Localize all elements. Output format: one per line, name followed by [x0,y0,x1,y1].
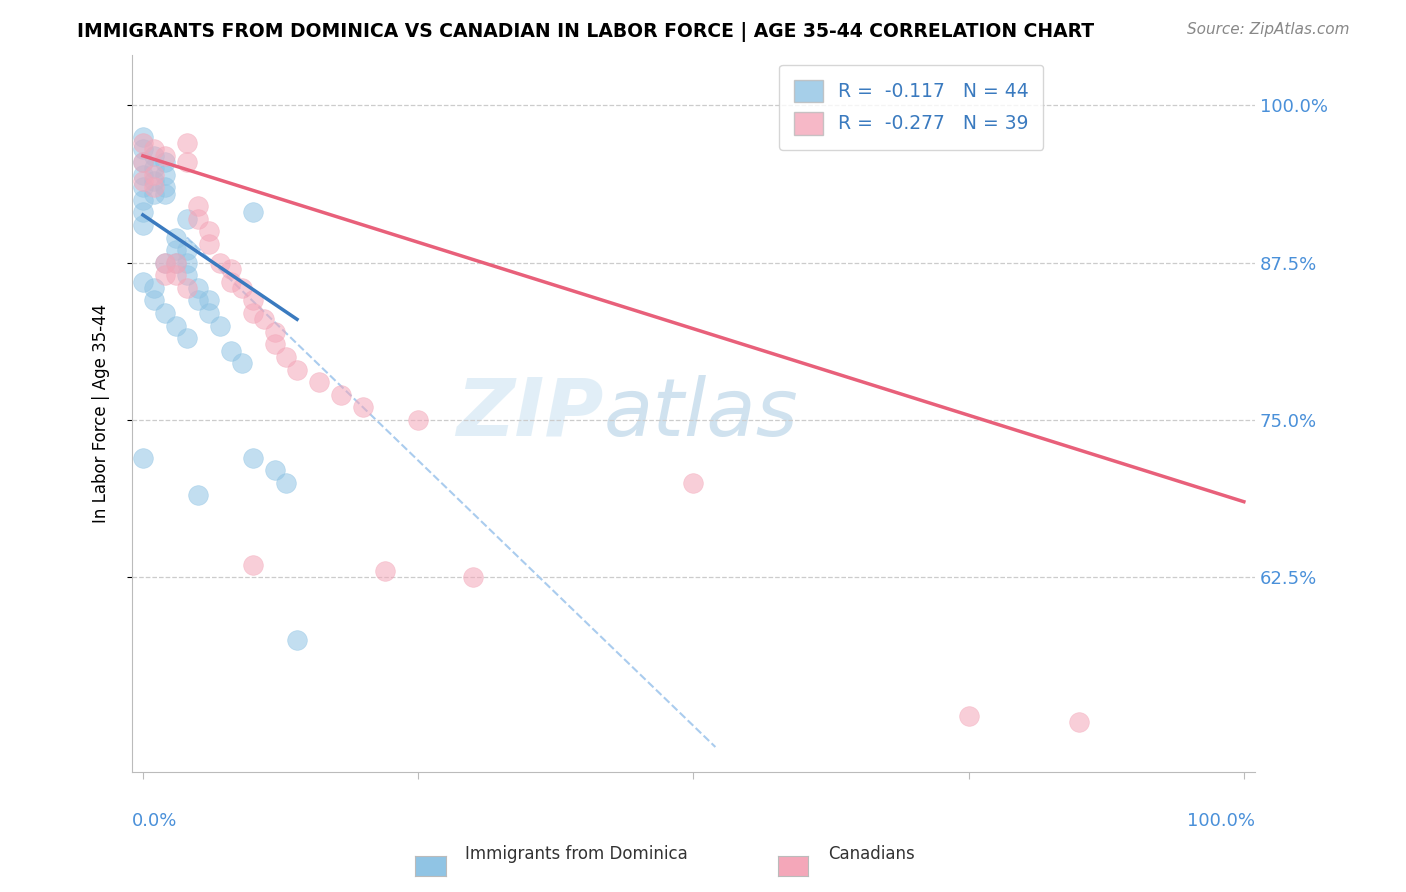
Point [176,243,198,257]
Legend: R =  -0.117   N = 44, R =  -0.277   N = 39: R = -0.117 N = 44, R = -0.277 N = 39 [779,64,1043,150]
Point [132,275,155,289]
Point [308,375,330,389]
Point [176,136,198,151]
Point [1067,714,1090,729]
Point [208,256,231,270]
Point [274,350,297,364]
Point [176,211,198,226]
Point [165,318,187,333]
Point [132,450,155,465]
Y-axis label: In Labor Force | Age 35-44: In Labor Force | Age 35-44 [93,304,110,524]
Point [132,218,155,232]
Text: Canadians: Canadians [828,846,915,863]
Point [274,475,297,490]
Text: 0.0%: 0.0% [132,812,177,830]
Point [682,475,704,490]
Point [142,293,165,308]
Point [132,174,155,188]
Point [208,318,231,333]
Point [153,306,176,320]
Point [330,388,353,402]
Point [132,180,155,194]
Point [264,325,287,339]
Point [285,633,308,648]
Point [176,155,198,169]
Point [187,199,209,213]
Point [187,488,209,502]
Point [242,558,264,572]
Point [142,161,165,176]
Point [253,312,276,326]
Point [142,174,165,188]
Point [142,281,165,295]
Point [176,281,198,295]
Point [142,149,165,163]
Point [264,463,287,477]
Point [198,306,221,320]
Point [198,224,221,238]
Point [142,186,165,201]
Point [231,281,253,295]
Point [176,256,198,270]
Point [957,708,980,723]
Point [153,186,176,201]
Point [132,193,155,207]
Point [176,331,198,345]
Point [242,293,264,308]
Text: Immigrants from Dominica: Immigrants from Dominica [465,846,688,863]
Text: ZIP: ZIP [456,375,603,452]
Point [153,180,176,194]
Point [132,155,155,169]
Text: 100.0%: 100.0% [1187,812,1256,830]
Point [285,362,308,376]
Text: IMMIGRANTS FROM DOMINICA VS CANADIAN IN LABOR FORCE | AGE 35-44 CORRELATION CHAR: IMMIGRANTS FROM DOMINICA VS CANADIAN IN … [77,22,1094,42]
Point [264,337,287,351]
Point [198,236,221,251]
Text: Source: ZipAtlas.com: Source: ZipAtlas.com [1187,22,1350,37]
Point [132,129,155,144]
Point [352,401,374,415]
Point [165,268,187,283]
Point [132,205,155,219]
Point [406,413,429,427]
Point [187,281,209,295]
Point [374,564,396,578]
Point [231,356,253,370]
Point [132,168,155,182]
Point [219,343,242,358]
Point [142,143,165,157]
Point [219,275,242,289]
Point [242,306,264,320]
Point [165,230,187,244]
Point [187,211,209,226]
Text: atlas: atlas [603,375,799,452]
Point [153,155,176,169]
Point [198,293,221,308]
Point [165,256,187,270]
Point [142,180,165,194]
Point [132,143,155,157]
Point [153,168,176,182]
Point [176,268,198,283]
Point [153,256,176,270]
Point [132,136,155,151]
Point [463,570,485,584]
Point [153,268,176,283]
Point [153,256,176,270]
Point [132,155,155,169]
Point [165,256,187,270]
Point [165,243,187,257]
Point [187,293,209,308]
Point [142,168,165,182]
Point [153,149,176,163]
Point [242,205,264,219]
Point [219,262,242,277]
Point [242,450,264,465]
